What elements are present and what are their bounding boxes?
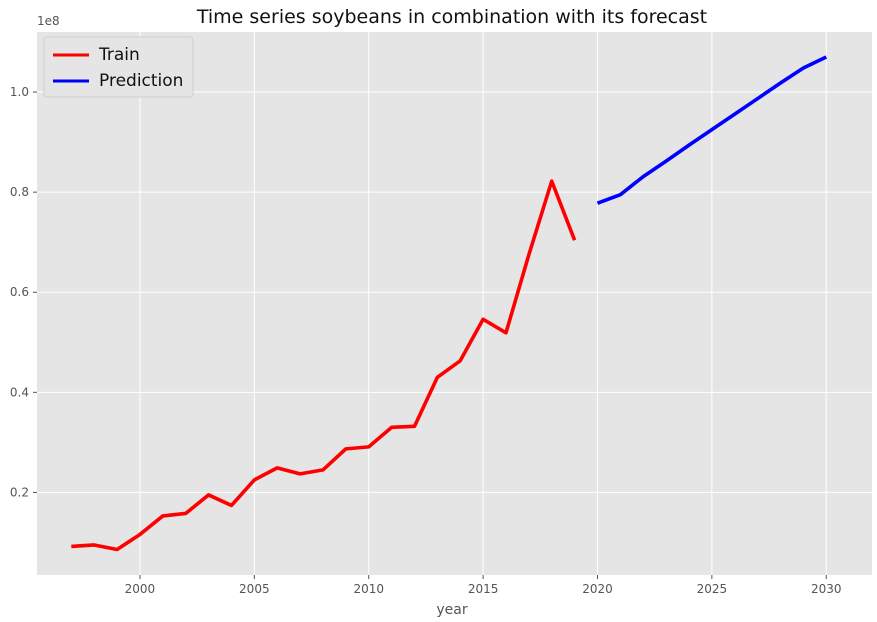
x-tick-label: 2000 bbox=[125, 582, 156, 596]
y-tick-label: 0.2 bbox=[10, 485, 29, 499]
chart-title: Time series soybeans in combination with… bbox=[196, 6, 707, 28]
x-tick-label: 2010 bbox=[353, 582, 384, 596]
x-tick-label: 2005 bbox=[239, 582, 270, 596]
legend-train-label: Train bbox=[98, 45, 140, 65]
plot-background bbox=[37, 32, 872, 575]
legend: Train Prediction bbox=[43, 36, 194, 98]
x-axis-ticks: 2000 2005 2010 2015 2020 2025 2030 bbox=[125, 575, 842, 596]
series-layer bbox=[71, 55, 828, 552]
x-tick-label: 2025 bbox=[697, 582, 728, 596]
y-tick-label: 1.0 bbox=[10, 85, 29, 99]
series-line-prediction bbox=[596, 55, 828, 205]
x-tick-label: 2015 bbox=[468, 582, 499, 596]
x-tick-label: 2030 bbox=[811, 582, 842, 596]
x-axis-label: year bbox=[436, 602, 467, 618]
y-axis-ticks: 0.2 0.4 0.6 0.8 1.0 bbox=[10, 85, 37, 499]
legend-prediction-label: Prediction bbox=[99, 71, 183, 91]
series-line-train bbox=[71, 179, 577, 552]
y-tick-label: 0.6 bbox=[10, 285, 29, 299]
x-tick-label: 2020 bbox=[582, 582, 613, 596]
y-tick-label: 0.8 bbox=[10, 185, 29, 199]
y-tick-label: 0.4 bbox=[10, 385, 29, 399]
grid-lines bbox=[37, 32, 872, 575]
y-axis-offset-label: 1e8 bbox=[37, 14, 60, 28]
